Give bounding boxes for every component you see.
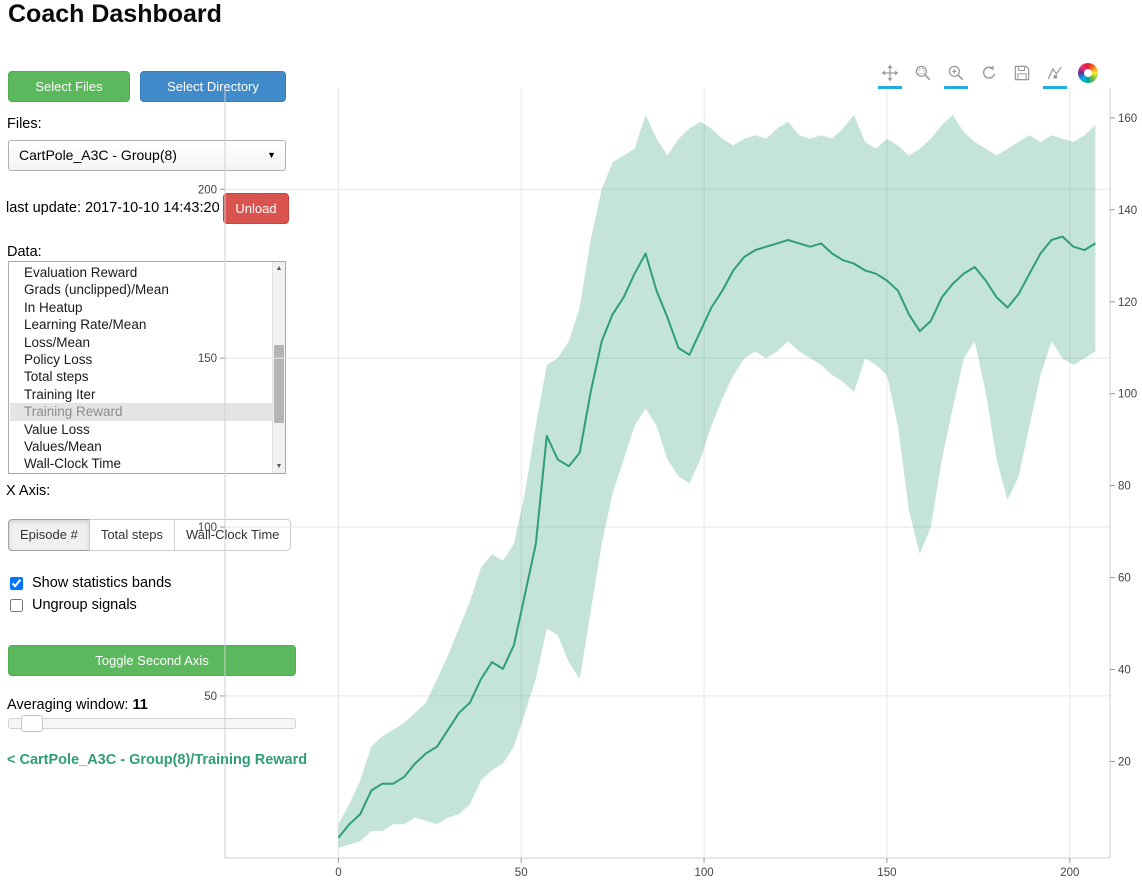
chart-panel: 0 50 100 150 200 50 100 150 200 20 40 60 80 100 120 140… — [195, 55, 1142, 881]
svg-text:80: 80 — [1118, 481, 1131, 493]
svg-text:200: 200 — [198, 184, 217, 196]
averaging-window-value: 11 — [132, 697, 148, 713]
averaging-window-label: Averaging window: 11 — [7, 697, 148, 713]
pan-icon[interactable] — [878, 61, 902, 89]
tick-marks — [220, 117, 1115, 863]
data-signal-value-loss[interactable]: Value Loss — [24, 421, 90, 437]
list-scrollbar[interactable]: ▲ ▼ — [272, 262, 285, 473]
files-select[interactable]: CartPole_A3C - Group(8) ▼ — [8, 140, 286, 171]
data-signal-values-mean[interactable]: Values/Mean — [24, 439, 102, 455]
dropdown-caret-icon: ▼ — [267, 150, 276, 160]
scroll-up-icon[interactable]: ▲ — [275, 265, 283, 272]
averaging-window-text: Averaging window: — [7, 697, 129, 713]
bokeh-logo[interactable] — [1076, 61, 1100, 89]
x-axis-option-episode[interactable]: Episode # — [8, 519, 90, 551]
x-axis-option-wall-clock-time[interactable]: Wall-Clock Time — [173, 519, 292, 551]
page-title: Coach Dashboard — [8, 0, 222, 28]
sidebar: Select Files Select Directory Files: Car… — [0, 0, 307, 881]
unload-button[interactable]: Unload — [223, 193, 289, 224]
ungroup-option: Ungroup signals — [10, 597, 137, 613]
statistics-band — [338, 115, 1096, 848]
svg-text:200: 200 — [1060, 867, 1079, 879]
last-update-text: last update: 2017-10-10 14:43:20 — [6, 200, 220, 216]
svg-text:50: 50 — [204, 691, 217, 703]
svg-text:160: 160 — [1118, 113, 1137, 125]
data-signal-training-reward[interactable]: Training Reward — [10, 403, 272, 421]
averaging-window-slider[interactable] — [8, 715, 296, 732]
x-axis-label: X Axis: — [6, 483, 51, 499]
svg-text:100: 100 — [1118, 389, 1137, 401]
svg-text:0: 0 — [335, 867, 341, 879]
svg-text:140: 140 — [1118, 205, 1137, 217]
reset-icon[interactable] — [977, 61, 1001, 89]
show-bands-option: Show statistics bands — [10, 575, 171, 591]
data-signal-list[interactable]: Evaluation Reward Grads (unclipped)/Mean I… — [10, 264, 272, 472]
hover-icon[interactable] — [1043, 61, 1067, 89]
data-signal-evaluation-reward[interactable]: Evaluation Reward — [24, 265, 138, 280]
data-signal-loss-mean[interactable]: Loss/Mean — [24, 334, 91, 350]
data-signal-in-heatup[interactable]: In Heatup — [24, 299, 83, 315]
x-axis-tick-labels: 0 50 100 150 200 — [335, 867, 1079, 879]
svg-text:100: 100 — [198, 522, 217, 534]
training-reward-chart[interactable]: 0 50 100 150 200 50 100 150 200 20 40 60 80 100 120 140… — [195, 55, 1142, 881]
slider-handle[interactable] — [21, 715, 43, 732]
data-signal-listbox: Evaluation Reward Grads (unclipped)/Mean I… — [8, 261, 286, 474]
svg-text:150: 150 — [198, 353, 217, 365]
svg-text:120: 120 — [1118, 297, 1137, 309]
data-signal-training-iter[interactable]: Training Iter — [24, 386, 96, 402]
data-signal-grads-unclipped-mean[interactable]: Grads (unclipped)/Mean — [24, 282, 169, 298]
show-bands-label: Show statistics bands — [32, 575, 172, 591]
chart-toolbar — [878, 57, 1100, 89]
data-signal-learning-rate-mean[interactable]: Learning Rate/Mean — [24, 317, 147, 333]
files-label: Files: — [7, 116, 42, 132]
scrollbar-track[interactable] — [273, 275, 285, 460]
axis-lines — [224, 88, 1111, 859]
svg-text:150: 150 — [877, 867, 896, 879]
data-signal-total-steps[interactable]: Total steps — [24, 369, 89, 385]
training-reward-plot[interactable]: 0 50 100 150 200 50 100 150 200 20 40 60 80 100 120 140… — [195, 55, 1142, 881]
svg-text:40: 40 — [1118, 665, 1131, 677]
data-signal-policy-loss[interactable]: Policy Loss — [24, 352, 93, 368]
select-files-button[interactable]: Select Files — [8, 71, 130, 102]
toggle-second-axis-button[interactable]: Toggle Second Axis — [8, 645, 296, 676]
svg-text:100: 100 — [695, 867, 714, 879]
svg-text:50: 50 — [515, 867, 528, 879]
select-directory-button[interactable]: Select Directory — [140, 71, 286, 102]
data-signal-wall-clock-time[interactable]: Wall-Clock Time — [24, 456, 122, 472]
gridlines — [225, 88, 1110, 858]
y-axis-left-tick-labels: 50 100 150 200 — [198, 184, 217, 703]
data-label: Data: — [7, 244, 42, 260]
wheel-zoom-icon[interactable] — [944, 61, 968, 89]
files-select-value: CartPole_A3C - Group(8) — [19, 147, 177, 163]
scroll-down-icon[interactable]: ▼ — [275, 463, 283, 470]
box-zoom-icon[interactable] — [911, 61, 935, 89]
scrollbar-thumb[interactable] — [274, 345, 284, 423]
ungroup-label: Ungroup signals — [32, 597, 137, 613]
y-axis-right-tick-labels: 20 40 60 80 100 120 140 160 — [1118, 113, 1137, 769]
svg-text:60: 60 — [1118, 573, 1131, 585]
ungroup-checkbox[interactable] — [10, 598, 23, 612]
training-reward-line — [337, 235, 1096, 839]
svg-text:20: 20 — [1118, 757, 1131, 769]
breadcrumb[interactable]: < CartPole_A3C - Group(8)/Training Rewar… — [7, 752, 308, 768]
x-axis-option-total-steps[interactable]: Total steps — [88, 519, 175, 551]
save-icon[interactable] — [1010, 61, 1034, 89]
show-bands-checkbox[interactable] — [10, 576, 23, 590]
x-axis-button-group: Episode # Total steps Wall-Clock Time — [8, 519, 292, 551]
